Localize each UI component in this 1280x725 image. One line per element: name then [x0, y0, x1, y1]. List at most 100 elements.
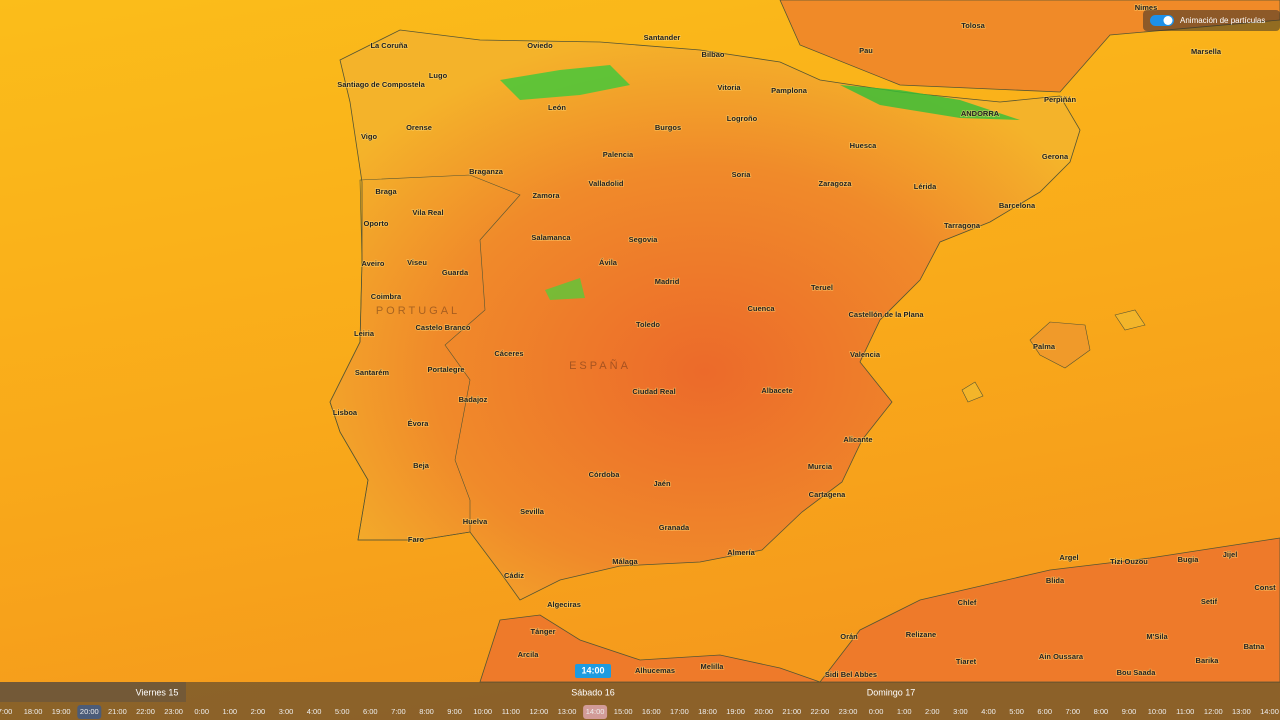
ibiza	[961, 381, 984, 403]
hour-label[interactable]: 1:00	[222, 707, 237, 716]
hour-label[interactable]: 13:00	[558, 707, 577, 716]
city-label: Santarém	[355, 368, 390, 377]
hour-label[interactable]: 9:00	[1122, 707, 1137, 716]
mountains	[545, 278, 585, 300]
hour-label[interactable]: 1:00	[897, 707, 912, 716]
hour-label[interactable]: 19:00	[726, 707, 745, 716]
hour-label[interactable]: 19:00	[52, 707, 71, 716]
hour-label[interactable]: 10:00	[473, 707, 492, 716]
timeline-day	[0, 682, 186, 702]
city-label: Burgos	[655, 123, 681, 132]
city-label: Lisboa	[333, 408, 358, 417]
city-label: Zamora	[532, 191, 560, 200]
hour-label[interactable]: 17:00	[670, 707, 689, 716]
current-time-marker[interactable]	[575, 664, 611, 678]
hour-label[interactable]: 23:00	[164, 707, 183, 716]
day-label[interactable]: Domingo 17	[867, 687, 916, 697]
hour-label[interactable]: 21:00	[108, 707, 127, 716]
hour-label[interactable]: 16:00	[642, 707, 661, 716]
mountains	[840, 85, 1020, 120]
city-label: Algeciras	[547, 600, 581, 609]
city-label: Madrid	[655, 277, 680, 286]
city-label: Santiago de Compostela	[337, 80, 425, 89]
city-label: Sevilla	[520, 507, 545, 516]
hour-label[interactable]: 15:00	[614, 707, 633, 716]
hour-label[interactable]: 5:00	[335, 707, 350, 716]
hour-label[interactable]: 14:00	[586, 707, 605, 716]
hour-label[interactable]: 10:00	[1148, 707, 1167, 716]
city-label: Logroño	[727, 114, 758, 123]
hour-label[interactable]: 7:00	[0, 707, 12, 716]
hour-label[interactable]: 3:00	[953, 707, 968, 716]
hour-label[interactable]: 5:00	[1009, 707, 1024, 716]
city-label: Toledo	[636, 320, 660, 329]
city-label: Teruel	[811, 283, 833, 292]
day-label[interactable]: Sábado 16	[571, 687, 615, 697]
toggle-label: Animación de partículas	[1180, 16, 1265, 25]
hour-label[interactable]: 2:00	[251, 707, 266, 716]
city-label: Tizi Ouzou	[1110, 557, 1148, 566]
hour-label[interactable]: 7:00	[391, 707, 406, 716]
hour-label[interactable]: 7:00	[1065, 707, 1080, 716]
hour-highlight	[77, 705, 102, 719]
hour-label[interactable]: 12:00	[1204, 707, 1223, 716]
hour-label[interactable]: 9:00	[447, 707, 462, 716]
city-label: Albacete	[761, 386, 792, 395]
hour-label[interactable]: 18:00	[698, 707, 717, 716]
city-label: Marsella	[1191, 47, 1222, 56]
city-label: Nimes	[1135, 3, 1158, 12]
hour-label[interactable]: 2:00	[925, 707, 940, 716]
city-label: Valladolid	[588, 179, 623, 188]
hour-label[interactable]: 14:00	[1260, 707, 1279, 716]
hour-label[interactable]: 22:00	[811, 707, 830, 716]
city-label: Coimbra	[371, 292, 402, 301]
hour-label[interactable]: 18:00	[24, 707, 43, 716]
hour-label[interactable]: 11:00	[1176, 707, 1194, 716]
city-label: Córdoba	[589, 470, 621, 479]
hour-label[interactable]: 0:00	[869, 707, 884, 716]
city-label: Bugia	[1178, 555, 1200, 564]
hour-label[interactable]: 8:00	[1094, 707, 1109, 716]
city-label: Jijel	[1223, 550, 1238, 559]
city-label: Alicante	[843, 435, 872, 444]
hour-label[interactable]: 8:00	[419, 707, 434, 716]
city-label: Salamanca	[531, 233, 571, 242]
city-label: Chlef	[958, 598, 977, 607]
country-label: ESPAÑA	[569, 359, 631, 372]
hour-label[interactable]: 4:00	[981, 707, 996, 716]
hour-label[interactable]: 20:00	[754, 707, 773, 716]
city-label: Beja	[413, 461, 430, 470]
city-label: Santander	[644, 33, 681, 42]
hour-label[interactable]: 23:00	[839, 707, 858, 716]
day-label[interactable]: Viernes 15	[136, 687, 179, 697]
hour-label[interactable]: 21:00	[782, 707, 801, 716]
hour-label[interactable]: 4:00	[307, 707, 322, 716]
city-label: Braga	[375, 187, 397, 196]
city-label: Gerona	[1042, 152, 1069, 161]
city-label: Évora	[408, 419, 430, 428]
city-label: Cáceres	[494, 349, 523, 358]
hour-label[interactable]: 22:00	[136, 707, 155, 716]
hour-label[interactable]: 11:00	[502, 707, 520, 716]
city-label: M'Sila	[1146, 632, 1168, 641]
timeline-labels: Viernes 15 Sábado 16 Domingo 17 7:00 18:00 19…	[0, 687, 1279, 719]
city-label: Pamplona	[771, 86, 808, 95]
city-label: Viseu	[407, 258, 427, 267]
city-label: Setif	[1201, 597, 1218, 606]
hour-label[interactable]: 6:00	[1037, 707, 1052, 716]
city-label: Argel	[1059, 553, 1078, 562]
hour-label[interactable]: 13:00	[1232, 707, 1251, 716]
hour-label[interactable]: 12:00	[530, 707, 549, 716]
city-label: Vigo	[361, 132, 378, 141]
city-label: Jaén	[653, 479, 671, 488]
city-label: Castellón de la Plana	[848, 310, 924, 319]
city-label: Orán	[840, 632, 858, 641]
city-label: Perpiñán	[1044, 95, 1077, 104]
hour-label[interactable]: 6:00	[363, 707, 378, 716]
menorca	[1114, 309, 1146, 331]
hour-highlight	[583, 705, 608, 719]
city-label: Arcila	[518, 650, 540, 659]
hour-label[interactable]: 3:00	[279, 707, 294, 716]
hour-label[interactable]: 0:00	[194, 707, 209, 716]
hour-label[interactable]: 20:00	[80, 707, 99, 716]
